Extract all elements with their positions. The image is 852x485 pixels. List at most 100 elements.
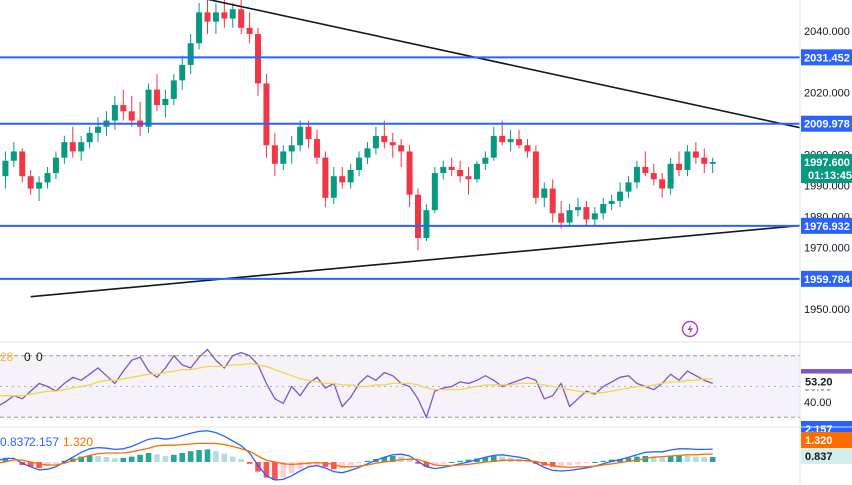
macd-histogram-bar [339, 462, 346, 468]
macd-histogram-bar [440, 462, 447, 464]
candle [415, 194, 421, 238]
price-tick-label: 2040.000 [804, 26, 850, 38]
candle [372, 136, 379, 149]
candle [162, 98, 169, 106]
price-label-box [801, 153, 852, 183]
candle [558, 213, 565, 223]
candle [676, 163, 683, 170]
macd-histogram-bar [499, 456, 505, 462]
candle [255, 34, 262, 84]
candle [19, 151, 26, 177]
macd-histogram-bar [448, 462, 455, 463]
candle [617, 191, 624, 201]
macd-histogram-bar [53, 462, 59, 464]
macd-histogram-bar [120, 457, 127, 462]
macd-histogram-bar [659, 457, 665, 462]
candle [684, 151, 691, 170]
macd-histogram-bar [356, 462, 362, 464]
candle [246, 27, 253, 34]
axis-background [800, 0, 852, 485]
macd-histogram-bar [86, 455, 93, 462]
candle [221, 12, 228, 19]
macd-histogram-bar [490, 456, 497, 462]
macd-histogram-bar [406, 459, 413, 462]
macd-histogram-bar [549, 462, 556, 467]
macd-histogram-bar [381, 457, 388, 462]
candle [271, 145, 278, 164]
candle [204, 12, 211, 22]
candle [591, 213, 598, 220]
macd-histogram-bar [457, 460, 463, 462]
macd-histogram-bar [263, 462, 270, 478]
macd-histogram-bar [187, 451, 194, 462]
candle [128, 111, 135, 121]
level-label-box [801, 270, 852, 287]
candle [574, 207, 581, 211]
level-label: 1959.784 [804, 274, 851, 286]
macd-histogram-bar [667, 456, 674, 462]
macd-histogram-bar [709, 456, 716, 462]
candle [642, 166, 649, 174]
candle [473, 163, 480, 180]
candle [659, 179, 666, 189]
macd-histogram-bar [213, 451, 219, 462]
rsi-header-value: 28 [0, 350, 14, 364]
macd-histogram-bar [2, 458, 9, 462]
trendline-descending [207, 0, 852, 140]
candle [280, 151, 287, 164]
price-tick-label: 1990.000 [804, 180, 850, 192]
macd-histogram-bar [145, 453, 152, 462]
candle [583, 207, 590, 220]
macd-histogram-bar [288, 462, 295, 474]
candle [61, 142, 68, 158]
price-axis: 2040.0002020.0001990.0001980.0001970.000… [799, 0, 852, 485]
candle [398, 145, 405, 152]
macd-histogram-bar [229, 456, 236, 462]
macd-histogram-bar [204, 449, 211, 462]
macd-histogram-bar [297, 462, 303, 470]
candle [608, 200, 615, 204]
macd-histogram-bar [162, 456, 169, 462]
macd-histogram-bar [634, 456, 640, 462]
level-label: 2009.978 [804, 119, 850, 131]
candle [170, 80, 177, 99]
lightning-icon[interactable] [681, 320, 699, 338]
candle [549, 188, 556, 214]
candle [111, 105, 118, 121]
candle [389, 142, 396, 146]
rsi-tick-label: 40.00 [804, 397, 832, 409]
candle [524, 145, 531, 152]
macd-line [0, 430, 713, 481]
macd-histogram-bar [280, 462, 287, 478]
macd-histogram-bar [11, 460, 17, 462]
candle [69, 142, 76, 152]
macd-histogram-bar [415, 462, 421, 464]
macd-histogram-bar [314, 462, 320, 465]
macd-histogram-bar [482, 457, 489, 462]
candle [364, 148, 371, 158]
macd-histogram-bar [575, 462, 581, 465]
macd-header-value: 2.157 [29, 435, 59, 449]
candle [650, 173, 657, 180]
macd-histogram-bar [693, 456, 699, 462]
level-label: 2031.452 [804, 52, 850, 64]
candle [701, 157, 708, 164]
macd-histogram-bar [701, 457, 708, 462]
rsi-header-value: 0 [24, 350, 31, 364]
candle [297, 126, 304, 146]
candle [339, 176, 346, 183]
macd-histogram-bar [36, 462, 42, 468]
candle [153, 89, 160, 106]
candle [86, 132, 93, 143]
candle [431, 173, 438, 211]
candle [52, 157, 59, 174]
candle [78, 142, 85, 152]
macd-histogram-bar [221, 453, 228, 462]
macd-histogram-bar [423, 462, 430, 467]
macd-value-box [801, 432, 852, 448]
candle [692, 151, 699, 158]
candle [347, 170, 354, 183]
candle [625, 182, 632, 192]
candle [330, 176, 337, 198]
